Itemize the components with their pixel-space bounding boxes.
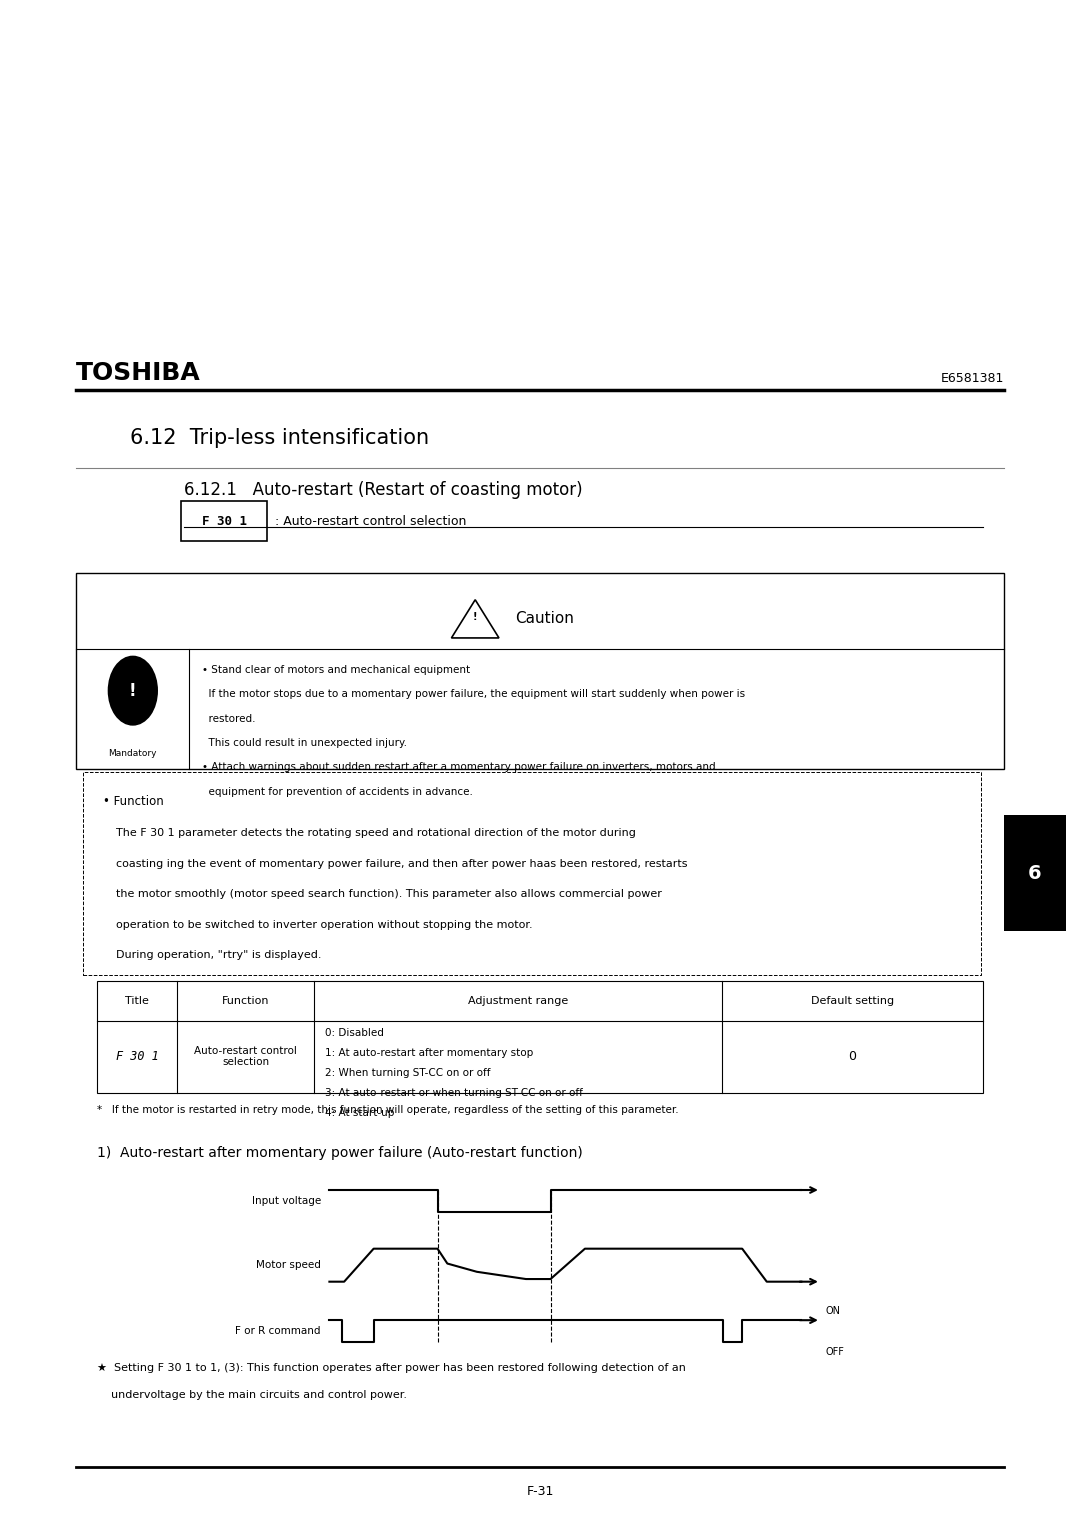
Text: E6581381: E6581381	[941, 371, 1004, 385]
Text: Title: Title	[125, 996, 149, 1005]
Text: 1)  Auto-restart after momentary power failure (Auto-restart function): 1) Auto-restart after momentary power fa…	[97, 1146, 583, 1160]
Bar	[97, 981, 983, 1093]
Text: 6.12.1   Auto-restart (Restart of coasting motor): 6.12.1 Auto-restart (Restart of coasting…	[184, 481, 582, 500]
Text: OFF: OFF	[825, 1346, 843, 1357]
Text: F 30 1: F 30 1	[116, 1050, 159, 1063]
Text: Auto-restart control
selection: Auto-restart control selection	[194, 1045, 297, 1068]
Text: coasting ing the event of momentary power failure, and then after power haas bee: coasting ing the event of momentary powe…	[116, 859, 687, 869]
Text: *   If the motor is restarted in retry mode, this function will operate, regardl: * If the motor is restarted in retry mod…	[97, 1105, 679, 1115]
FancyBboxPatch shape	[181, 501, 267, 541]
Text: 0: Disabled: 0: Disabled	[325, 1028, 383, 1039]
Text: 6.12  Trip-less intensification: 6.12 Trip-less intensification	[130, 428, 429, 448]
Circle shape	[109, 657, 157, 724]
Text: operation to be switched to inverter operation without stopping the motor.: operation to be switched to inverter ope…	[116, 920, 532, 931]
Bar	[76, 573, 1004, 769]
Text: 2: When turning ST-CC on or off: 2: When turning ST-CC on or off	[325, 1068, 490, 1079]
FancyBboxPatch shape	[83, 772, 981, 975]
Text: F-31: F-31	[526, 1485, 554, 1499]
Text: TOSHIBA: TOSHIBA	[76, 361, 201, 385]
Text: Input voltage: Input voltage	[252, 1196, 321, 1206]
Text: Caution: Caution	[515, 611, 575, 626]
Polygon shape	[451, 601, 499, 639]
Text: undervoltage by the main circuits and control power.: undervoltage by the main circuits and co…	[97, 1390, 407, 1401]
Text: restored.: restored.	[202, 714, 256, 724]
Text: If the motor stops due to a momentary power failure, the equipment will start su: If the motor stops due to a momentary po…	[202, 689, 745, 700]
Text: the motor smoothly (motor speed search function). This parameter also allows com: the motor smoothly (motor speed search f…	[116, 889, 661, 900]
Bar	[97, 981, 983, 1021]
Text: 6: 6	[1028, 863, 1041, 883]
Bar	[1004, 816, 1066, 931]
Text: Default setting: Default setting	[811, 996, 894, 1005]
Text: • Stand clear of motors and mechanical equipment: • Stand clear of motors and mechanical e…	[202, 665, 470, 675]
Text: This could result in unexpected injury.: This could result in unexpected injury.	[202, 738, 407, 749]
Text: F or R command: F or R command	[235, 1326, 321, 1335]
Text: During operation, "rtry" is displayed.: During operation, "rtry" is displayed.	[116, 950, 321, 961]
Text: ON: ON	[825, 1305, 840, 1316]
Text: Function: Function	[221, 996, 269, 1005]
Text: 1: At auto-restart after momentary stop: 1: At auto-restart after momentary stop	[325, 1048, 534, 1059]
Text: : Auto-restart control selection: : Auto-restart control selection	[275, 515, 467, 527]
Text: 0: 0	[848, 1050, 856, 1063]
Text: Mandatory: Mandatory	[109, 749, 157, 758]
Text: Adjustment range: Adjustment range	[468, 996, 568, 1005]
Text: !: !	[129, 681, 137, 700]
Text: equipment for prevention of accidents in advance.: equipment for prevention of accidents in…	[202, 787, 473, 798]
Text: ★  Setting F 30 1 to 1, (3): This function operates after power has been restore: ★ Setting F 30 1 to 1, (3): This functio…	[97, 1363, 686, 1374]
Text: 4: At start-up: 4: At start-up	[325, 1108, 394, 1118]
Text: • Attach warnings about sudden restart after a momentary power failure on invert: • Attach warnings about sudden restart a…	[202, 762, 716, 773]
Text: F 30 1: F 30 1	[202, 515, 246, 527]
Text: Motor speed: Motor speed	[256, 1261, 321, 1270]
Text: !: !	[473, 611, 477, 622]
Text: The F 30 1 parameter detects the rotating speed and rotational direction of the : The F 30 1 parameter detects the rotatin…	[116, 828, 635, 839]
Text: 3: At auto-restart or when turning ST-CC on or off: 3: At auto-restart or when turning ST-CC…	[325, 1088, 583, 1099]
Text: • Function: • Function	[103, 795, 163, 808]
